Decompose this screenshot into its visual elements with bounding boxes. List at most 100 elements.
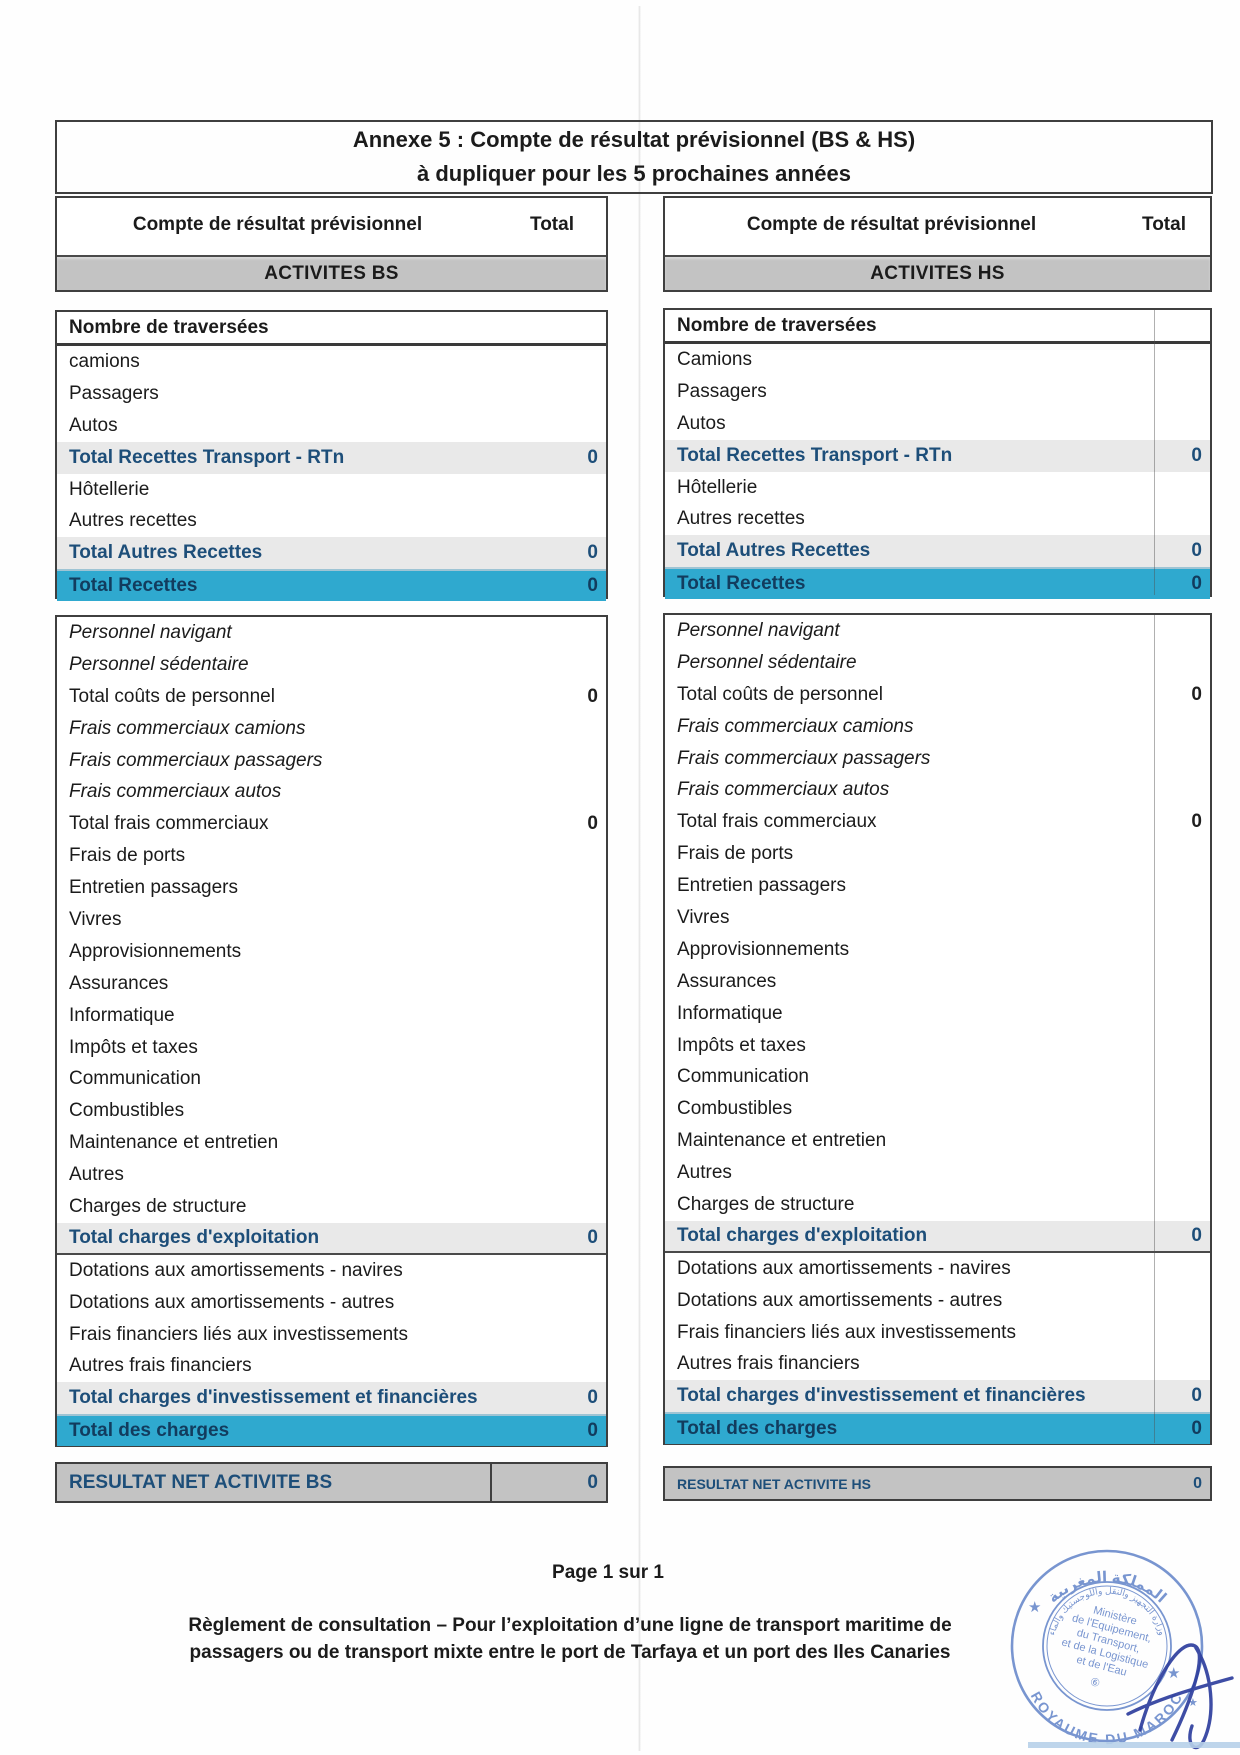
result-net-hs-label: RESULTAT NET ACTIVITE HS [677,1475,871,1492]
row-value: 0 [587,542,598,564]
table-row: Total frais commerciaux 0 [665,806,1210,838]
row-label: Dotations aux amortissements - autres [677,1289,1003,1311]
table-row: Entretien passagers [665,870,1210,902]
row-label: Total charges d'exploitation [677,1224,928,1246]
table-row: Frais commerciaux passagers [665,743,1210,775]
table-row: Entretien passagers [57,872,606,904]
table-row: Frais financiers liés aux investissement… [665,1317,1210,1349]
table-row: Personnel navigant [57,617,606,649]
table-row: Personnel navigant [665,615,1210,647]
table-row: Impôts et taxes [57,1032,606,1064]
row-value: 0 [587,575,598,597]
table-row: Maintenance et entretien [665,1125,1210,1157]
row-label: Passagers [677,380,767,402]
table-row: Combustibles [57,1095,606,1127]
row-label: Camions [677,348,752,370]
stamp-outer-circle [1010,1549,1204,1743]
row-label: Passagers [69,382,159,404]
table-row: Frais de ports [57,840,606,872]
result-net-hs: RESULTAT NET ACTIVITE HS 0 [663,1466,1212,1501]
table-row: Frais commerciaux autos [57,776,606,808]
table-row: Total Recettes Transport - RTn 0 [665,439,1210,472]
table-row: Total Autres Recettes 0 [57,537,606,570]
row-label: Total Autres Recettes [677,540,871,562]
row-label: Frais commerciaux camions [677,715,914,737]
total-header-bs: Total [530,214,574,235]
header-row-bs: Compte de résultat prévisionnel Total [57,198,606,252]
row-label: Dotations aux amortissements - navires [677,1257,1011,1279]
row-label: Total Recettes Transport - RTn [69,446,345,468]
row-label: Vivres [677,906,730,928]
table-row: Vivres [57,904,606,936]
row-label: Total coûts de personnel [69,685,275,707]
row-label: Frais commerciaux autos [677,779,890,801]
row-value: 0 [587,1387,598,1409]
row-value: 0 [587,446,598,468]
row-label: Assurances [69,972,169,994]
row-label: Frais financiers liés aux investissement… [677,1321,1016,1343]
row-label: Total Recettes [677,573,806,595]
row-label: Impôts et taxes [69,1036,198,1058]
table-row: Dotations aux amortissements - autres [665,1285,1210,1317]
row-value: 0 [587,685,598,707]
row-value: 0 [1191,540,1202,562]
table-row: Frais financiers liés aux investissement… [57,1319,606,1351]
row-label: Total charges d'investissement et financ… [69,1387,478,1409]
table-row: Informatique [665,998,1210,1030]
row-label: Personnel navigant [69,621,232,643]
row-label: Personnel navigant [677,619,840,641]
header-box-bs: Compte de résultat prévisionnel Total AC… [55,196,608,292]
table-row: Total des charges 0 [57,1414,606,1447]
row-label: Informatique [69,1004,175,1026]
reglement-line2: passagers ou de transport mixte entre le… [189,1642,951,1663]
table-row: Total charges d'investissement et financ… [57,1382,606,1415]
table-hs-charges: Personnel navigant Personnel sédentaire To… [663,613,1212,1445]
table-row: Assurances [57,968,606,1000]
row-label: Autres recettes [677,508,805,530]
table-row: Total charges d'investissement et financ… [665,1380,1210,1413]
column-header-hs: Compte de résultat prévisionnel [746,214,1037,235]
table-row: Combustibles [665,1093,1210,1125]
reglement-line1: Règlement de consultation – Pour l’explo… [188,1615,952,1636]
row-label: Frais de ports [677,843,794,865]
table-row: Total Autres Recettes 0 [665,535,1210,568]
row-label: Nombre de traversées [677,314,877,336]
table-row: Passagers [665,376,1210,408]
row-label: Informatique [677,1002,783,1024]
row-label: Maintenance et entretien [69,1132,279,1154]
row-value: 0 [1191,1418,1202,1440]
total-header-hs: Total [1142,214,1186,235]
signature [1126,1643,1234,1750]
row-label: Autres frais financiers [69,1355,252,1377]
header-box-hs: Compte de résultat prévisionnel Total AC… [663,196,1212,292]
table-row: Total charges d'exploitation 0 [665,1220,1210,1253]
table-row: Autres recettes [57,505,606,537]
annex-title-box: Annexe 5 : Compte de résultat prévisionn… [55,120,1213,194]
row-label: Autos [69,414,118,436]
banner-activites-hs: ACTIVITES HS [665,255,1210,290]
row-label: Personnel sédentaire [69,653,249,675]
table-bs-recettes: Nombre de traversées camions Passagers Auto… [55,310,608,602]
table-row: Total Recettes Transport - RTn 0 [57,441,606,474]
table-row: Nombre de traversées [57,312,606,346]
table-row: Autres recettes [665,503,1210,535]
table-row: Hôtellerie [665,472,1210,504]
table-row: Communication [57,1063,606,1095]
table-row: Autres [57,1159,606,1191]
table-row: Frais commerciaux passagers [57,745,606,777]
page-number: Page 1 sur 1 [552,1562,664,1583]
row-label: Communication [677,1066,809,1088]
row-label: Frais commerciaux passagers [69,749,323,771]
row-label: Assurances [677,970,777,992]
row-label: Charges de structure [677,1193,855,1215]
row-label: Total coûts de personnel [677,683,883,705]
row-value: 0 [1191,811,1202,833]
table-row: Total charges d'exploitation 0 [57,1222,606,1255]
table-row: Hôtellerie [57,474,606,506]
table-row: Autres [665,1157,1210,1189]
table-row: Dotations aux amortissements - navires [665,1253,1210,1285]
table-row: Dotations aux amortissements - autres [57,1287,606,1319]
table-row: Total Recettes 0 [665,567,1210,600]
table-row: Charges de structure [665,1189,1210,1221]
